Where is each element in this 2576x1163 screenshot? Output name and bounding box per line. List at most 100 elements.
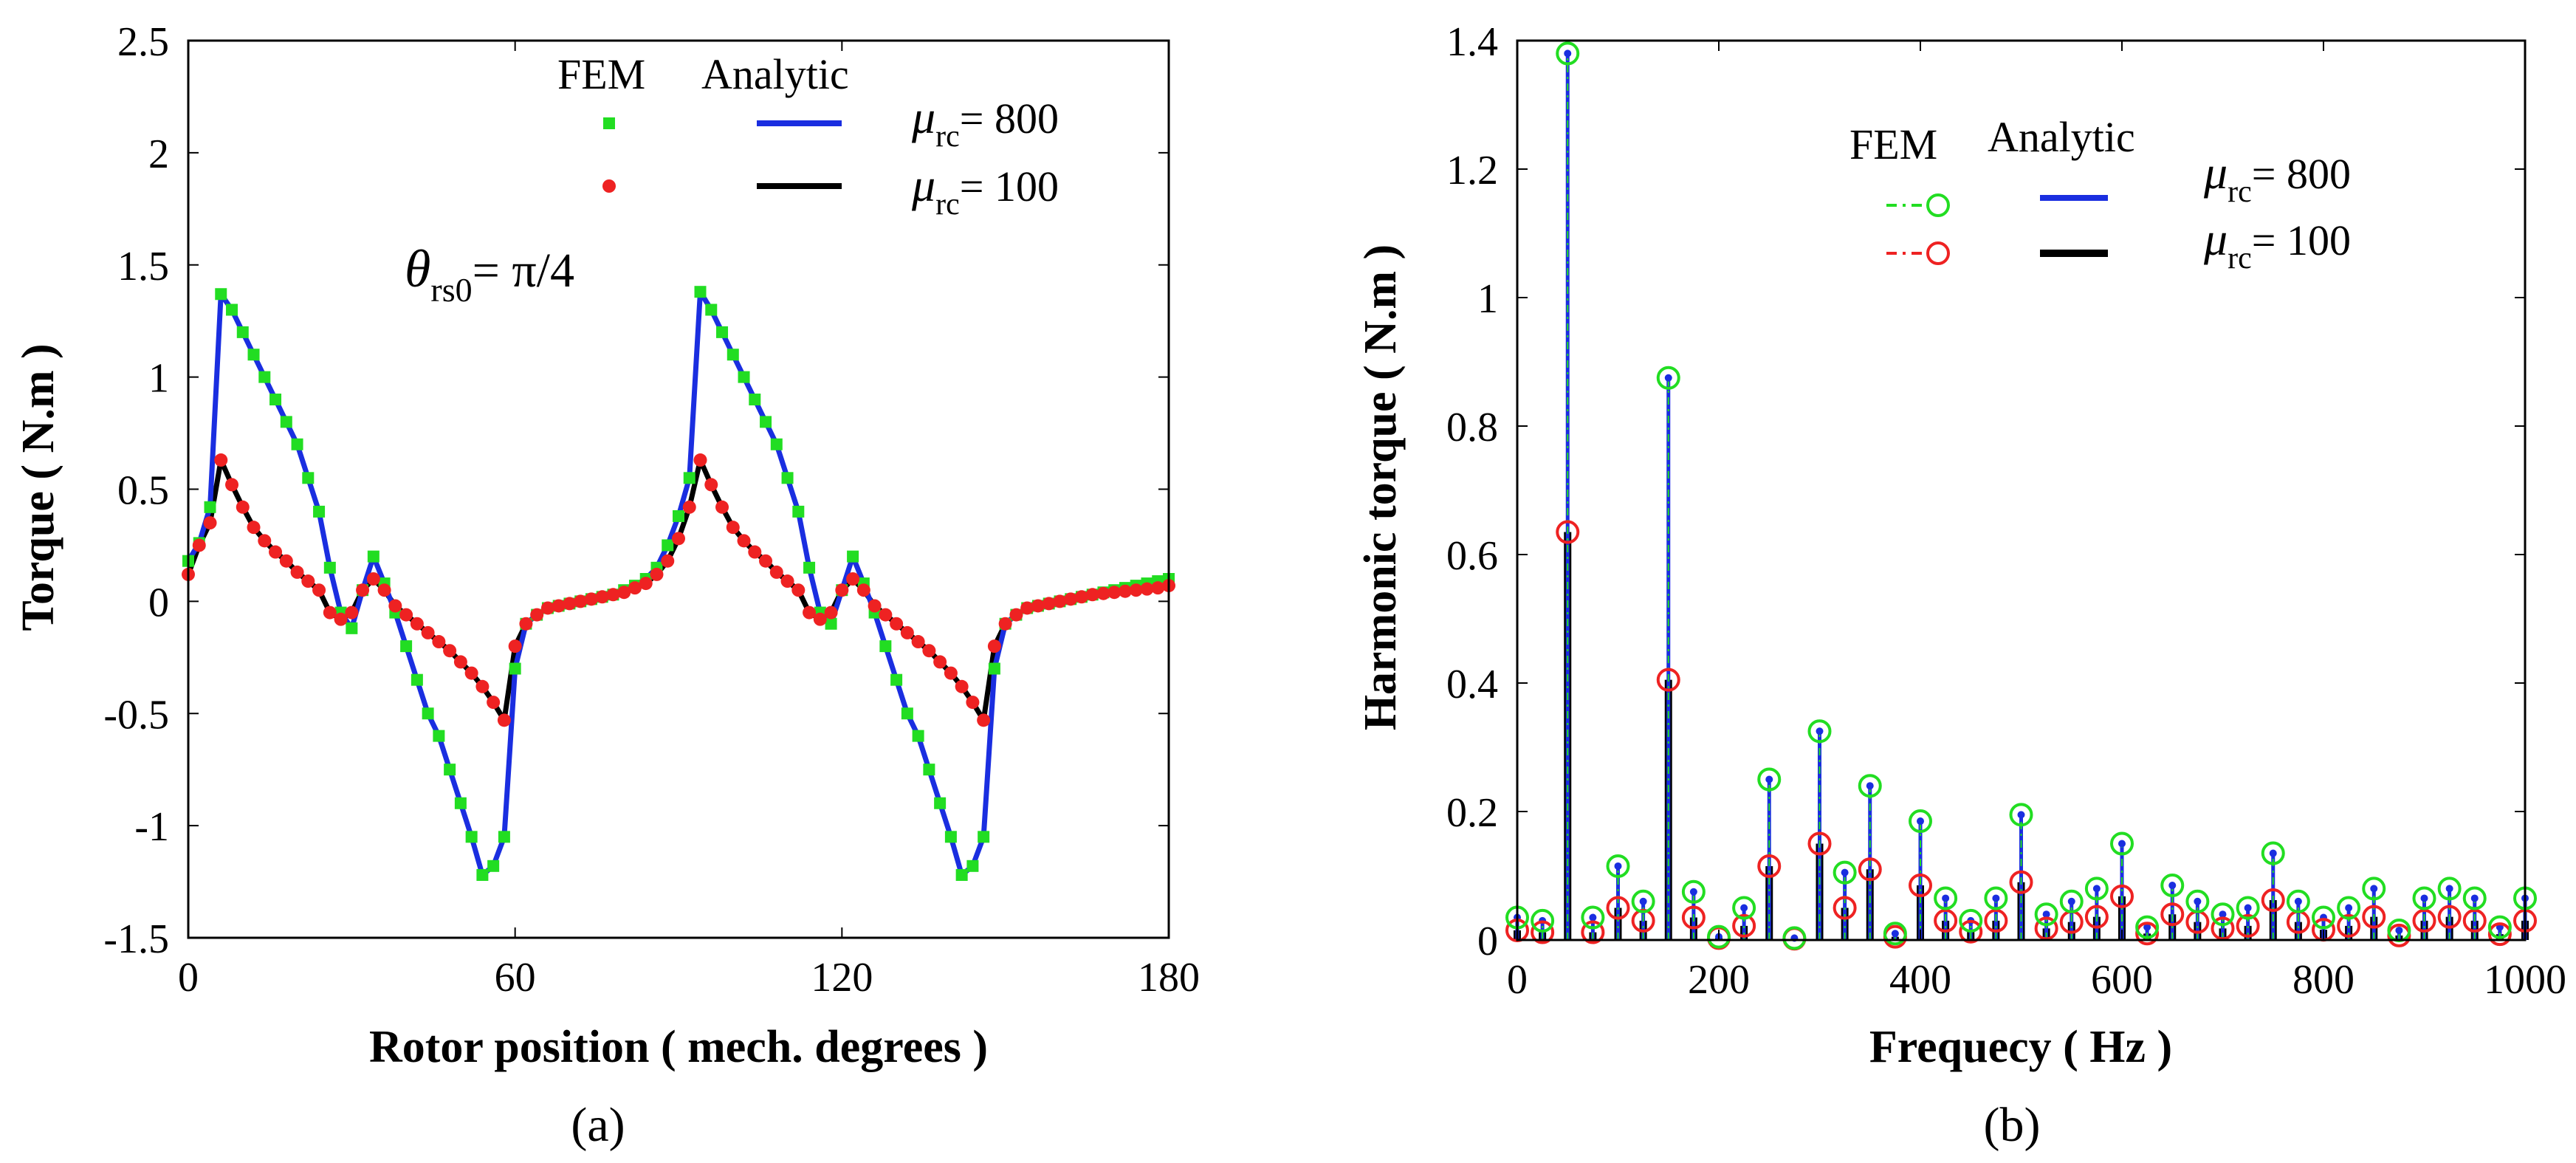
fem-point: [563, 597, 577, 611]
fem-marker: [2135, 915, 2160, 939]
fem-point: [912, 730, 924, 742]
fem-point: [247, 521, 261, 535]
fem-point: [769, 565, 783, 579]
y-tick-label: 0.8: [1446, 405, 1498, 450]
y-tick-label: 1.4: [1446, 19, 1498, 65]
fem-marker: [1934, 908, 1958, 933]
analytic-dot: [1866, 782, 1874, 790]
fem-point: [966, 860, 979, 872]
fem-marker: [1782, 926, 1807, 950]
fem-point: [900, 625, 914, 639]
y-tick-label: 0.4: [1446, 662, 1498, 707]
fem-point: [879, 640, 892, 653]
fem-point: [738, 371, 750, 383]
fem-point: [1031, 599, 1045, 613]
fem-marker: [2160, 874, 2185, 898]
fem-point: [628, 581, 642, 595]
fem-point: [998, 617, 1012, 631]
fem-point: [923, 764, 935, 776]
fem-marker: [1531, 920, 1555, 944]
fem-point: [1085, 588, 1099, 602]
fem-point: [1096, 586, 1110, 600]
legend-b-fem-marker-800: [1926, 193, 1950, 217]
fem-point: [323, 605, 337, 620]
fem-point: [432, 635, 446, 649]
fem-marker: [1606, 854, 1630, 878]
fem-marker: [2487, 915, 2512, 939]
fem-point: [1118, 584, 1132, 598]
fem-point: [422, 707, 434, 720]
y-tick-label: 0: [148, 580, 169, 625]
fem-marker: [2261, 841, 2285, 865]
legend-b-fem-marker-100: [1926, 241, 1950, 265]
x-tick-label: 0: [178, 955, 199, 1001]
fem-point: [673, 510, 684, 522]
fem-marker: [1959, 919, 1983, 944]
legend-fem-marker-800: [603, 117, 615, 129]
fem-point: [509, 662, 521, 675]
fem-point: [290, 565, 304, 579]
fem-point: [334, 612, 348, 626]
fem-marker: [2437, 905, 2462, 929]
x-tick-label: 200: [1688, 957, 1750, 1003]
legend-fem-header: FEM: [557, 50, 645, 98]
fem-point: [1107, 586, 1122, 600]
fem-marker: [1833, 860, 1857, 885]
fem-marker: [1606, 896, 1630, 920]
y-tick-label: 0.6: [1446, 533, 1498, 579]
fem-point: [487, 696, 501, 710]
fem-point: [366, 572, 380, 586]
harmonic-chart-legend: FEM Analytic μrc= 800 μrc= 100: [1849, 113, 2351, 275]
fem-point: [410, 617, 424, 631]
fem-point: [955, 868, 968, 881]
x-tick-label: 1000: [2484, 957, 2566, 1003]
analytic-dot: [1689, 888, 1697, 896]
fem-marker: [2437, 876, 2462, 901]
legend-analytic-header: Analytic: [701, 50, 849, 98]
legend-b-mu-100: μrc= 100: [2203, 213, 2351, 275]
analytic-dot: [1992, 894, 2000, 902]
fem-marker: [2462, 908, 2487, 933]
analytic-dot: [1891, 930, 1899, 938]
fem-marker: [1531, 908, 1555, 933]
y-tick-label: 0.2: [1446, 790, 1498, 836]
analytic-line: [186, 289, 1169, 878]
fem-marker: [1858, 857, 1882, 882]
fem-marker: [2236, 896, 2260, 920]
fem-point: [497, 713, 511, 727]
fem-point: [911, 635, 925, 649]
fem-point: [377, 583, 391, 597]
fem-point: [280, 416, 292, 428]
fem-point: [977, 713, 991, 727]
fem-marker: [2211, 916, 2235, 941]
fem-point: [574, 594, 588, 608]
fem-point: [727, 349, 739, 361]
fem-point: [780, 574, 794, 589]
x-tick-label: 120: [811, 955, 873, 1001]
fem-marker: [1807, 831, 1832, 856]
fem-point: [978, 831, 990, 843]
x-tick-label: 60: [495, 955, 536, 1001]
legend-b-mu-800: μrc= 800: [2203, 146, 2351, 209]
harmonic-chart-panel-label: (b): [1984, 1098, 2041, 1152]
fem-point: [367, 550, 379, 563]
fem-point: [301, 574, 315, 589]
analytic-dot: [2395, 926, 2403, 934]
y-tick-label: 0: [1477, 919, 1498, 964]
fem-point: [552, 599, 566, 613]
x-tick-label: 600: [2091, 957, 2153, 1003]
fem-point: [1140, 582, 1154, 596]
fem-point: [444, 764, 456, 776]
fem-point: [825, 617, 837, 630]
torque-chart-marks: [182, 286, 1175, 881]
fem-marker: [1631, 889, 1655, 913]
fem-point: [269, 394, 282, 405]
fem-marker: [1681, 879, 1706, 904]
fem-point: [792, 505, 805, 518]
fem-marker: [2185, 889, 2210, 913]
fem-marker: [1984, 908, 2008, 933]
fem-point: [313, 505, 326, 518]
fem-marker: [2261, 888, 2285, 913]
fem-point: [662, 539, 674, 552]
y-tick-label: 2: [148, 131, 169, 177]
